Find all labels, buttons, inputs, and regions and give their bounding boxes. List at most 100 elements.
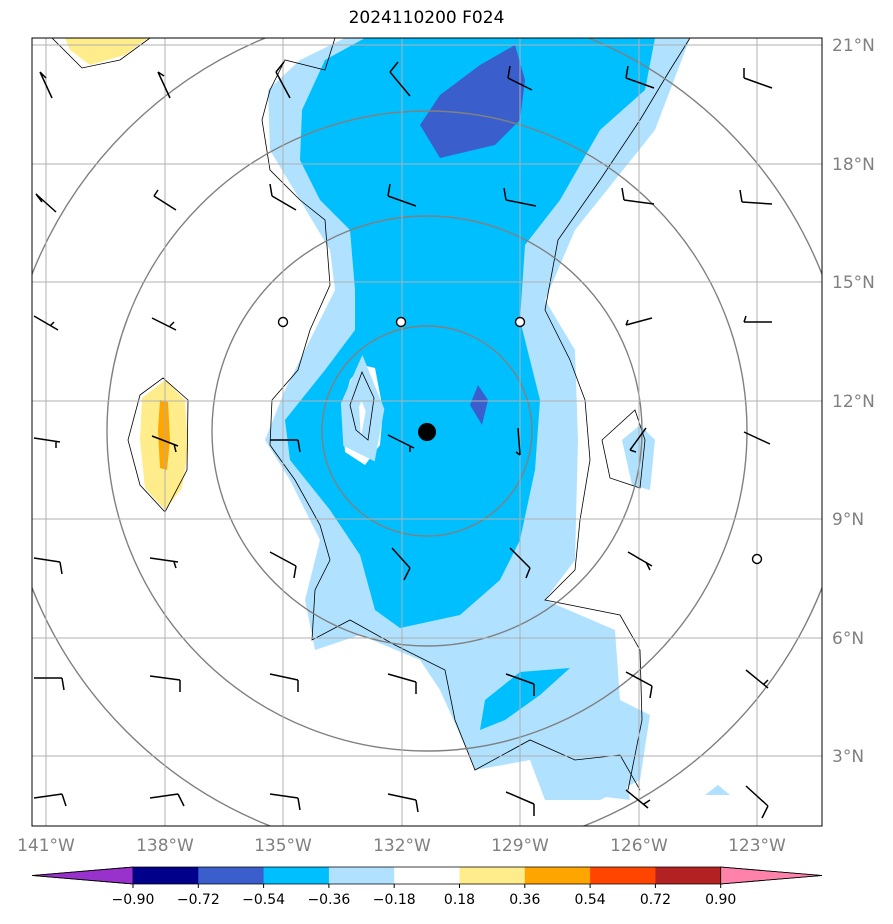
wind-barb [627,551,653,571]
wind-barb [387,793,419,813]
colorbar-tick-label: −0.72 [177,892,220,908]
wind-barb [745,669,769,689]
wind-barb [507,65,533,91]
wind-barb [389,61,411,97]
map-title: 2024110200 F024 [348,8,505,28]
wind-barb [33,557,63,575]
colorbar-tick-label: 0.54 [575,892,606,908]
colorbar-tick-label: 0.18 [444,892,475,908]
wind-barb [33,315,59,331]
calm-circle [395,316,407,328]
lon-label: 129°W [491,836,549,856]
wind-barb [391,547,411,581]
colorbar-segment [263,867,330,884]
wind-barb [34,677,65,691]
field-deep-sky-blue [285,38,655,628]
wind-barb [151,317,177,331]
lat-label: 15°N [832,273,875,293]
colorbar-extend-low [31,866,134,885]
wind-barb [269,551,297,579]
plot-frame [31,37,823,827]
wind-barb [151,435,179,453]
wind-barb [739,189,773,205]
range-rings [32,38,822,826]
colorbar-tick-label: −0.90 [112,892,155,908]
wind-barb [625,789,651,809]
wind-barb [153,189,177,211]
wind-barb [149,557,179,569]
lat-label: 21°N [832,36,875,56]
colorbar-segment [328,867,395,884]
colorbar-tick-label: 0.72 [640,892,671,908]
wind-barb [157,71,171,99]
calm-markers [277,316,763,565]
wind-barb [625,65,655,89]
colorbar-segment [198,867,265,884]
field-bottom-corner [705,785,730,795]
colorbar-tick-label: −0.54 [242,892,285,908]
wind-barb [149,675,181,692]
lon-label: 135°W [254,836,312,856]
calm-circle [514,316,526,328]
lon-label: 123°W [728,836,786,856]
field-dark-blue-small [470,385,488,425]
colorbar-segment [459,867,526,884]
wind-barb [270,439,301,453]
wind-barb [387,183,417,207]
wind-barb [387,434,415,452]
wind-barb [745,785,769,819]
wind-barb [505,673,535,696]
colorbar-segment [524,867,591,884]
wind-barb [743,431,771,445]
lat-label: 18°N [832,155,875,175]
plot-area [32,38,822,826]
wind-barb [621,187,655,205]
wind-barb [505,791,535,816]
colorbar-segment [655,867,722,884]
field-yellow-top [65,38,148,65]
field-deep-sky-lower [480,668,570,730]
colorbar-tick-label: −0.18 [373,892,416,908]
colorbar-segment [394,867,460,884]
colorbar-tick-label: −0.36 [307,892,350,908]
latitude-labels: 21°N 18°N 15°N 12°N 9°N 6°N 3°N [832,36,875,767]
wind-barb [387,673,417,694]
wind-barb [39,71,53,99]
lon-label: 141°W [17,836,75,856]
wind-barb [35,193,57,213]
wind-barb [149,793,185,807]
lat-label: 3°N [832,747,864,767]
lat-label: 12°N [832,392,875,412]
colorbar-extend-high [720,866,823,885]
wind-barbs [33,61,773,819]
calm-circle [277,316,289,328]
wind-barb [515,427,521,456]
calm-circle [751,553,763,565]
wind-barb [269,183,297,211]
wind-barb [625,671,653,699]
wind-barb [33,793,67,807]
wind-barb [743,315,772,323]
field-bottom-right [550,755,630,800]
wind-barb [275,61,291,99]
colorbar-segment [590,867,656,884]
wind-barb [629,427,647,453]
wind-barb [625,317,653,326]
colorbar-segment [133,867,199,884]
storm-center-marker [418,423,436,441]
zero-contours [51,38,691,791]
lon-label: 132°W [373,836,431,856]
longitude-labels: 141°W 138°W 135°W 132°W 129°W 126°W 123°… [17,836,786,856]
lon-label: 126°W [610,836,668,856]
wind-barb [509,547,531,579]
wind-barb [503,187,537,207]
lon-label: 138°W [136,836,194,856]
colorbar-tick-label: 0.90 [705,892,736,908]
wind-barb [269,793,301,811]
colorbar: −0.90 −0.72 −0.54 −0.36 −0.18 0.18 0.36 0.54 0.7… [31,866,823,908]
lat-label: 6°N [832,629,864,649]
field-dark-blue-top [420,45,525,158]
field-orange-left [158,400,170,470]
colorbar-tick-label: 0.36 [509,892,540,908]
